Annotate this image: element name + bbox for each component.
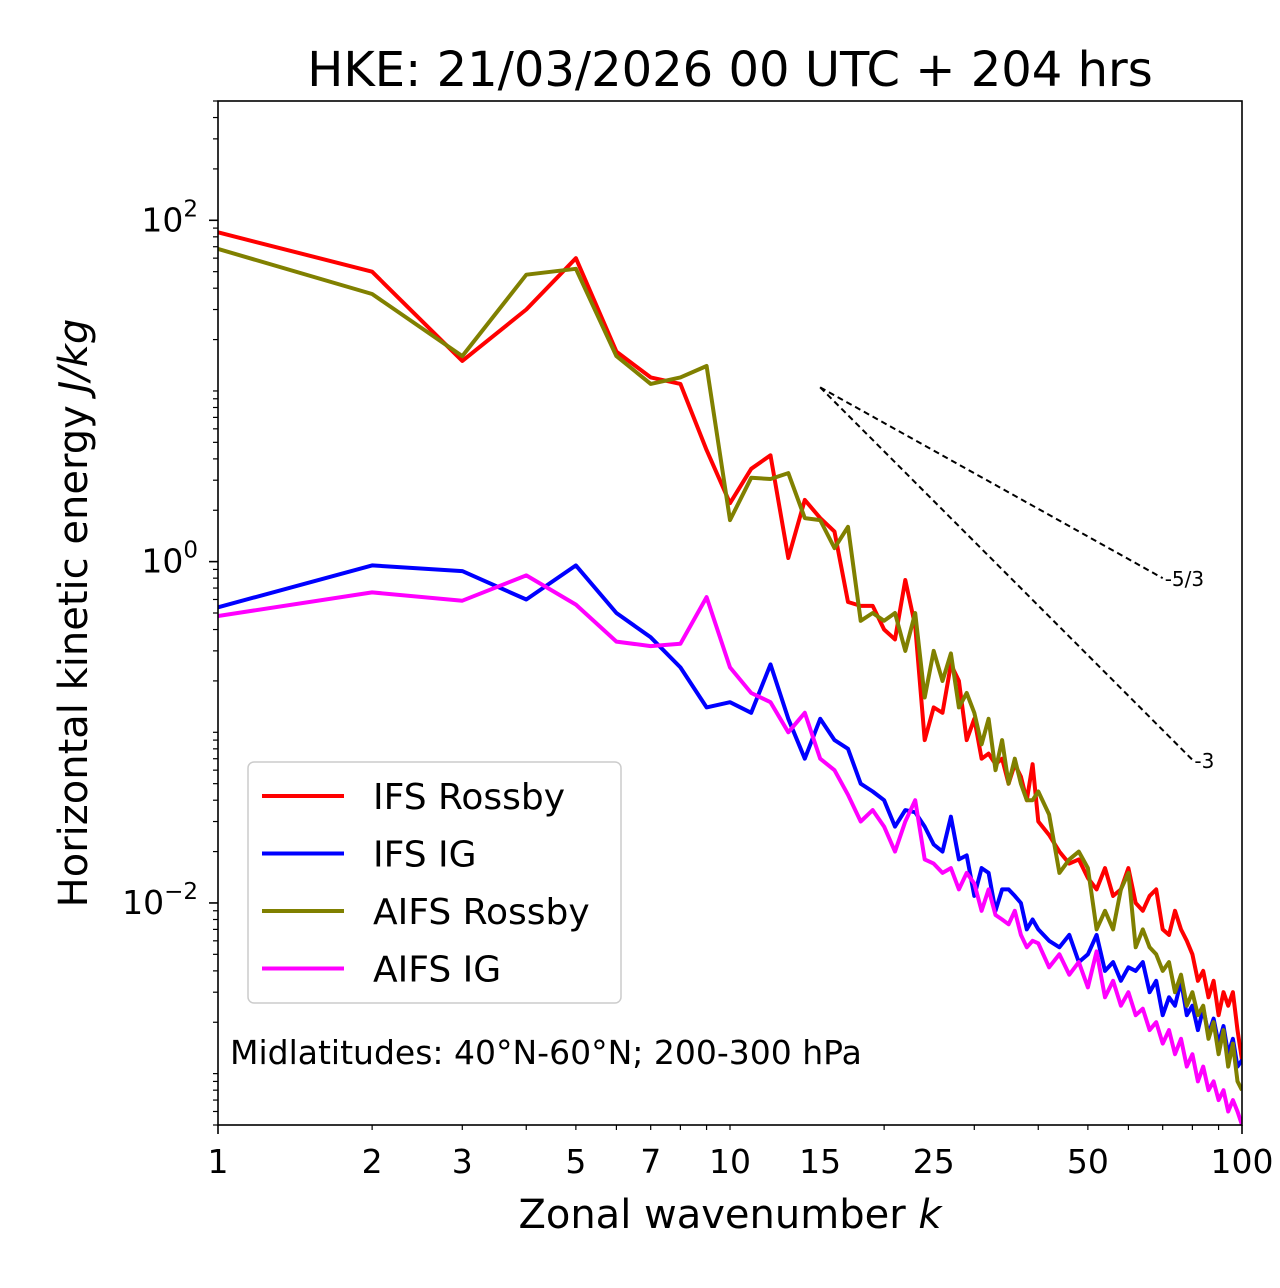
y-tick-label: 102 bbox=[141, 196, 198, 239]
series-line-aifs-ig bbox=[218, 573, 1242, 1125]
x-tick-label: 3 bbox=[452, 1142, 473, 1181]
reference-slopes: -5/3 -3 bbox=[819, 386, 1214, 773]
legend-label-aifs-ig: AIFS IG bbox=[373, 950, 501, 991]
x-tick-label: 10 bbox=[709, 1142, 751, 1181]
legend-label-aifs-rossby: AIFS Rossby bbox=[373, 892, 590, 933]
x-tick-label: 2 bbox=[362, 1142, 383, 1181]
x-tick-label: 50 bbox=[1067, 1142, 1109, 1181]
x-tick-label: 15 bbox=[799, 1142, 841, 1181]
series-line-aifs-rossby bbox=[218, 246, 1242, 1092]
y-axis-label-main: Horizontal kinetic energy bbox=[51, 393, 97, 908]
x-tick-label: 25 bbox=[913, 1142, 955, 1181]
slope-line-minus-five-thirds bbox=[819, 386, 1164, 580]
x-axis-ticks: 1 2 3 5 7 10 15 25 50 100 bbox=[208, 1125, 1274, 1181]
legend-label-ifs-ig: IFS IG bbox=[373, 835, 477, 876]
legend-label-ifs-rossby: IFS Rossby bbox=[373, 777, 565, 818]
y-tick-base: 10 bbox=[122, 883, 164, 922]
x-axis-label-main: Zonal wavenumber bbox=[518, 1192, 918, 1238]
y-tick-base: 10 bbox=[141, 542, 183, 581]
legend-entries: IFS Rossby IFS IG AIFS Rossby AIFS IG bbox=[262, 777, 590, 991]
slope-label-minus-three: -3 bbox=[1194, 749, 1214, 773]
x-tick-label: 5 bbox=[565, 1142, 586, 1181]
y-axis-label-units: J/kg bbox=[51, 319, 97, 400]
legend-box bbox=[247, 761, 622, 1004]
y-tick-label: 100 bbox=[141, 538, 198, 581]
x-tick-label: 100 bbox=[1211, 1142, 1274, 1181]
x-tick-label: 1 bbox=[208, 1142, 229, 1181]
x-axis-label-variable: k bbox=[918, 1192, 943, 1238]
legend: IFS Rossby IFS IG AIFS Rossby AIFS IG bbox=[247, 761, 622, 1004]
x-tick-label: 7 bbox=[640, 1142, 661, 1181]
slope-label-minus-five-thirds: -5/3 bbox=[1165, 567, 1204, 591]
y-tick-exponent: 0 bbox=[183, 538, 198, 564]
y-tick-base: 10 bbox=[141, 200, 183, 239]
series-layer bbox=[218, 230, 1242, 1125]
x-axis-label: Zonal wavenumber k bbox=[518, 1192, 943, 1238]
y-tick-label: 10−2 bbox=[122, 879, 198, 922]
slope-line-minus-three bbox=[819, 386, 1194, 761]
y-tick-exponent: 2 bbox=[183, 196, 198, 222]
region-annotation: Midlatitudes: 40°N-60°N; 200-300 hPa bbox=[230, 1033, 862, 1072]
y-axis-label: Horizontal kinetic energy J/kg bbox=[51, 319, 97, 908]
y-tick-exponent: −2 bbox=[164, 879, 198, 905]
chart-title: HKE: 21/03/2026 00 UTC + 204 hrs bbox=[307, 42, 1153, 98]
